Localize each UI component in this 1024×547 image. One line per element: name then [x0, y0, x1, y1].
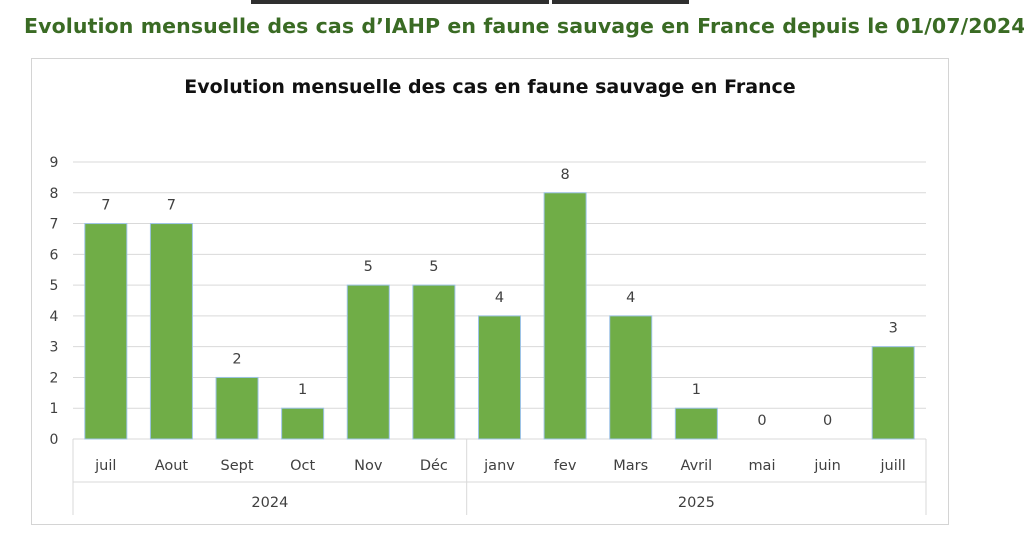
data-label: 5 [429, 259, 438, 275]
bar [84, 223, 128, 440]
y-tick-label: 8 [50, 186, 59, 202]
bar [609, 315, 653, 440]
y-tick-label: 4 [50, 309, 59, 325]
bar [478, 315, 521, 440]
y-tick-label: 1 [50, 401, 59, 417]
x-tick-label: juil [94, 458, 116, 474]
y-tick-label: 7 [50, 217, 59, 233]
data-label: 8 [560, 167, 569, 183]
x-group-label: 2024 [251, 495, 288, 511]
x-tick-label: Sept [221, 458, 254, 474]
page-title: Evolution mensuelle des cas d’IAHP en fa… [24, 14, 1024, 38]
data-label: 4 [495, 290, 504, 306]
data-label: 7 [167, 198, 176, 214]
bar [674, 407, 718, 440]
bar [346, 284, 390, 440]
bar [215, 376, 259, 440]
x-tick-label: juin [813, 458, 840, 474]
y-tick-label: 3 [50, 340, 59, 356]
y-tick-label: 6 [50, 247, 59, 263]
x-tick-label: Oct [290, 458, 315, 474]
x-group-label: 2025 [678, 495, 715, 511]
data-label: 0 [823, 413, 832, 429]
data-label: 0 [757, 413, 766, 429]
x-tick-label: Nov [354, 458, 383, 474]
y-tick-label: 0 [50, 432, 59, 448]
x-tick-label: Avril [681, 458, 713, 474]
bar [543, 192, 587, 440]
bar [412, 284, 456, 440]
x-tick-label: juill [880, 458, 906, 474]
y-tick-label: 2 [50, 370, 59, 386]
y-tick-label: 9 [50, 155, 59, 171]
bar [281, 407, 325, 440]
bar [871, 346, 915, 440]
x-tick-label: Déc [420, 458, 448, 474]
data-label: 3 [889, 321, 898, 337]
data-label: 5 [364, 259, 373, 275]
x-tick-label: janv [483, 458, 515, 474]
x-tick-label: Aout [155, 458, 189, 474]
data-label: 1 [298, 382, 307, 398]
data-label: 7 [101, 198, 110, 214]
x-tick-label: fev [554, 458, 577, 474]
data-label: 4 [626, 290, 635, 306]
chart-title: Evolution mensuelle des cas en faune sau… [184, 76, 796, 98]
y-tick-label: 5 [50, 278, 59, 294]
data-label: 2 [232, 351, 241, 367]
x-tick-label: Mars [613, 458, 648, 474]
bar [149, 223, 193, 440]
x-tick-label: mai [748, 458, 775, 474]
data-label: 1 [692, 382, 701, 398]
top-rule [251, 0, 689, 4]
top-rule-gap [549, 0, 552, 4]
